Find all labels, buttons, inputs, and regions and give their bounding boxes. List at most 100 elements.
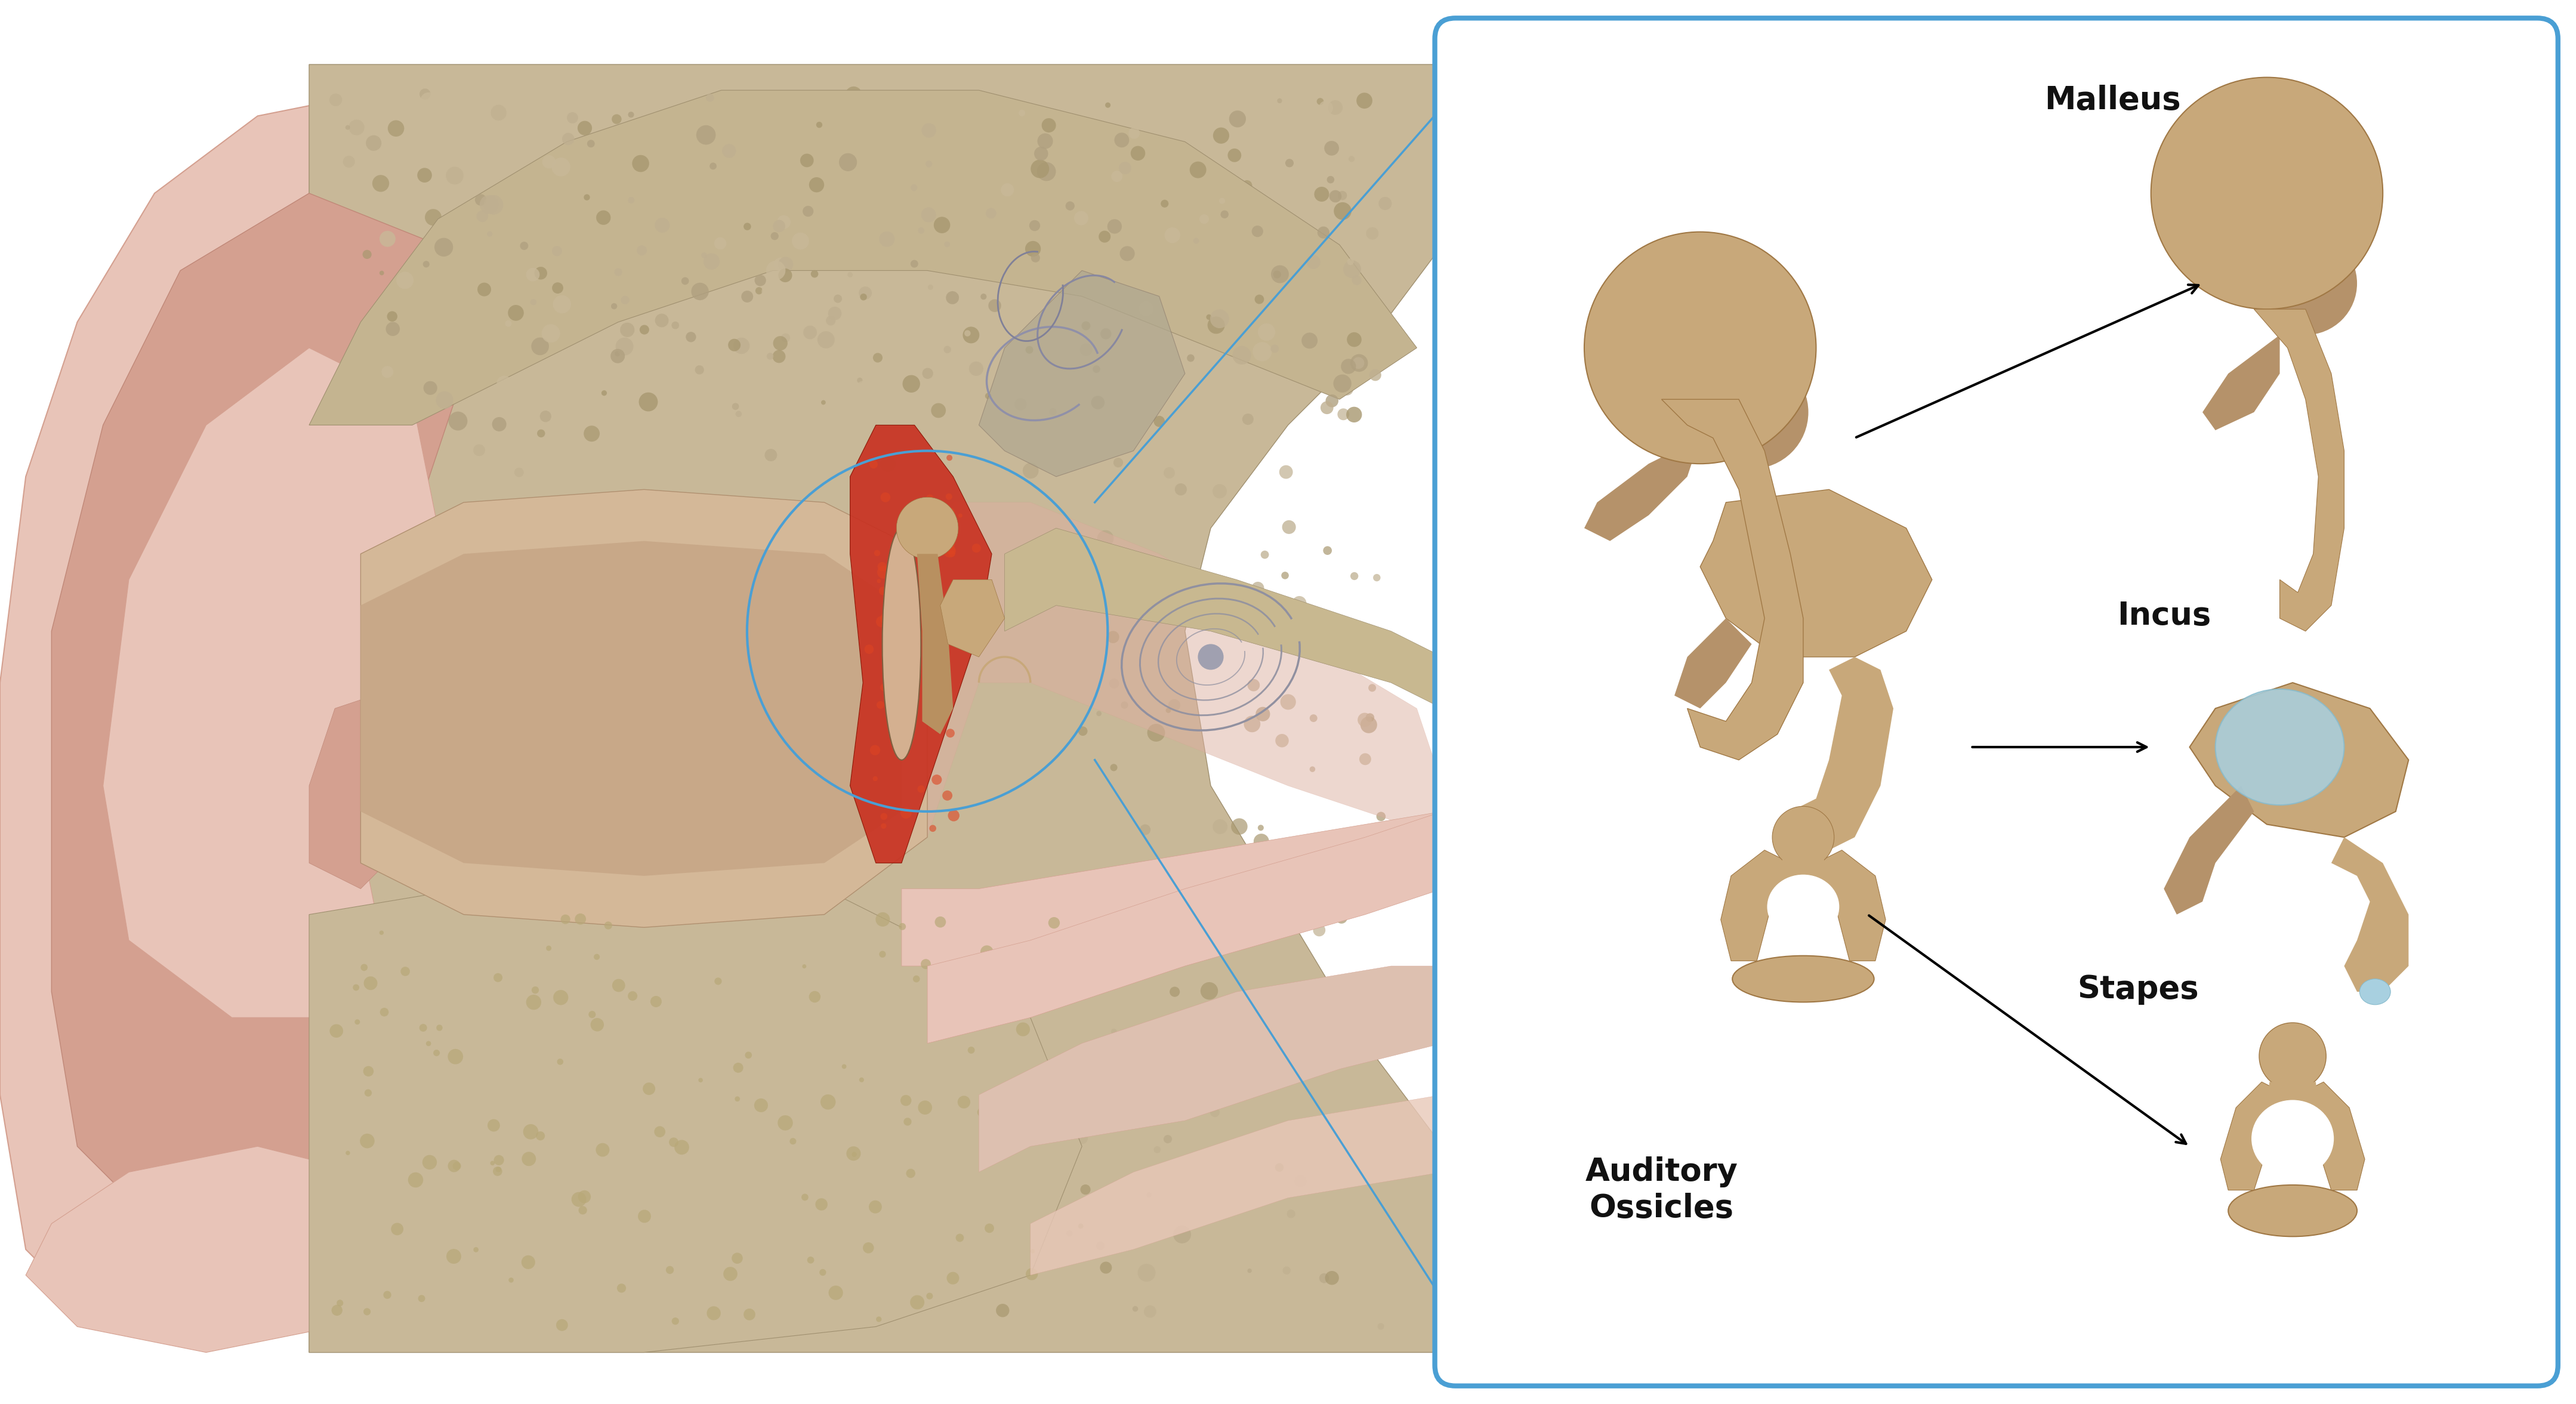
Circle shape bbox=[1352, 357, 1365, 369]
Circle shape bbox=[474, 194, 487, 205]
Circle shape bbox=[345, 456, 363, 475]
Circle shape bbox=[355, 1126, 368, 1140]
Circle shape bbox=[989, 299, 1002, 312]
Circle shape bbox=[1206, 314, 1211, 320]
Circle shape bbox=[1108, 630, 1118, 643]
Ellipse shape bbox=[881, 528, 922, 760]
Circle shape bbox=[435, 754, 446, 764]
Circle shape bbox=[474, 285, 492, 303]
Circle shape bbox=[1203, 1092, 1211, 1099]
Circle shape bbox=[330, 1024, 343, 1038]
Circle shape bbox=[737, 983, 752, 1000]
Circle shape bbox=[629, 112, 634, 118]
Ellipse shape bbox=[2228, 1185, 2357, 1237]
Circle shape bbox=[1334, 911, 1347, 924]
Circle shape bbox=[1136, 239, 1144, 247]
Circle shape bbox=[1252, 581, 1265, 594]
Circle shape bbox=[1265, 922, 1270, 928]
Circle shape bbox=[389, 121, 404, 136]
Ellipse shape bbox=[2251, 1099, 2334, 1177]
Circle shape bbox=[600, 390, 608, 396]
Circle shape bbox=[860, 1077, 863, 1082]
Polygon shape bbox=[902, 812, 1443, 966]
Circle shape bbox=[1695, 355, 1808, 469]
Circle shape bbox=[337, 1300, 343, 1306]
Polygon shape bbox=[979, 271, 1185, 476]
Polygon shape bbox=[1674, 618, 1752, 709]
Circle shape bbox=[773, 257, 788, 271]
Circle shape bbox=[492, 105, 507, 121]
Circle shape bbox=[778, 215, 791, 229]
Circle shape bbox=[945, 729, 956, 737]
Circle shape bbox=[1200, 983, 1218, 1000]
Circle shape bbox=[363, 1090, 371, 1097]
Circle shape bbox=[515, 215, 520, 220]
Circle shape bbox=[474, 1247, 479, 1252]
Circle shape bbox=[1030, 1250, 1036, 1254]
Circle shape bbox=[907, 1168, 914, 1178]
Circle shape bbox=[1358, 93, 1373, 108]
Circle shape bbox=[842, 289, 860, 306]
Circle shape bbox=[1131, 146, 1146, 160]
Circle shape bbox=[358, 1272, 376, 1289]
Circle shape bbox=[667, 1186, 675, 1195]
Circle shape bbox=[1347, 268, 1358, 277]
Circle shape bbox=[448, 411, 466, 431]
Circle shape bbox=[446, 167, 464, 184]
Circle shape bbox=[811, 270, 819, 278]
Circle shape bbox=[1213, 128, 1229, 143]
Polygon shape bbox=[1662, 399, 1803, 760]
Circle shape bbox=[976, 1108, 987, 1116]
Circle shape bbox=[945, 1272, 958, 1285]
Circle shape bbox=[732, 118, 747, 133]
Circle shape bbox=[1321, 402, 1334, 414]
Circle shape bbox=[1252, 330, 1260, 337]
Circle shape bbox=[1113, 458, 1123, 468]
Circle shape bbox=[489, 1161, 495, 1165]
Circle shape bbox=[466, 1224, 484, 1241]
Circle shape bbox=[1342, 260, 1360, 278]
Circle shape bbox=[410, 392, 417, 399]
Circle shape bbox=[371, 331, 384, 344]
Circle shape bbox=[698, 1078, 703, 1082]
Ellipse shape bbox=[1731, 956, 1875, 1002]
Circle shape bbox=[1334, 375, 1352, 393]
Circle shape bbox=[881, 456, 896, 472]
Circle shape bbox=[531, 1276, 541, 1287]
Circle shape bbox=[1249, 147, 1267, 163]
Circle shape bbox=[902, 807, 912, 819]
Circle shape bbox=[554, 295, 572, 313]
Circle shape bbox=[420, 1024, 428, 1032]
Circle shape bbox=[379, 230, 397, 247]
Circle shape bbox=[435, 1025, 443, 1031]
Circle shape bbox=[863, 357, 871, 364]
Circle shape bbox=[801, 965, 806, 969]
Circle shape bbox=[1316, 350, 1329, 362]
Circle shape bbox=[1365, 713, 1376, 722]
Circle shape bbox=[404, 1228, 410, 1234]
Circle shape bbox=[456, 219, 469, 232]
Circle shape bbox=[876, 913, 889, 927]
Circle shape bbox=[1316, 98, 1324, 105]
Circle shape bbox=[376, 1113, 392, 1129]
Circle shape bbox=[1350, 571, 1358, 580]
Polygon shape bbox=[2254, 309, 2344, 632]
Circle shape bbox=[781, 333, 791, 343]
Circle shape bbox=[1334, 202, 1352, 220]
Circle shape bbox=[587, 140, 595, 147]
Circle shape bbox=[477, 211, 489, 222]
Circle shape bbox=[1023, 463, 1038, 479]
Polygon shape bbox=[1790, 657, 1893, 849]
Circle shape bbox=[531, 337, 549, 355]
Polygon shape bbox=[309, 876, 1082, 1352]
Circle shape bbox=[1301, 333, 1316, 348]
Circle shape bbox=[399, 1009, 407, 1016]
Circle shape bbox=[1275, 734, 1288, 747]
Circle shape bbox=[1066, 201, 1074, 211]
Circle shape bbox=[1327, 395, 1340, 407]
Circle shape bbox=[616, 337, 634, 355]
Circle shape bbox=[623, 1088, 634, 1099]
Circle shape bbox=[1198, 890, 1213, 903]
Circle shape bbox=[1309, 715, 1316, 722]
Circle shape bbox=[381, 573, 386, 578]
